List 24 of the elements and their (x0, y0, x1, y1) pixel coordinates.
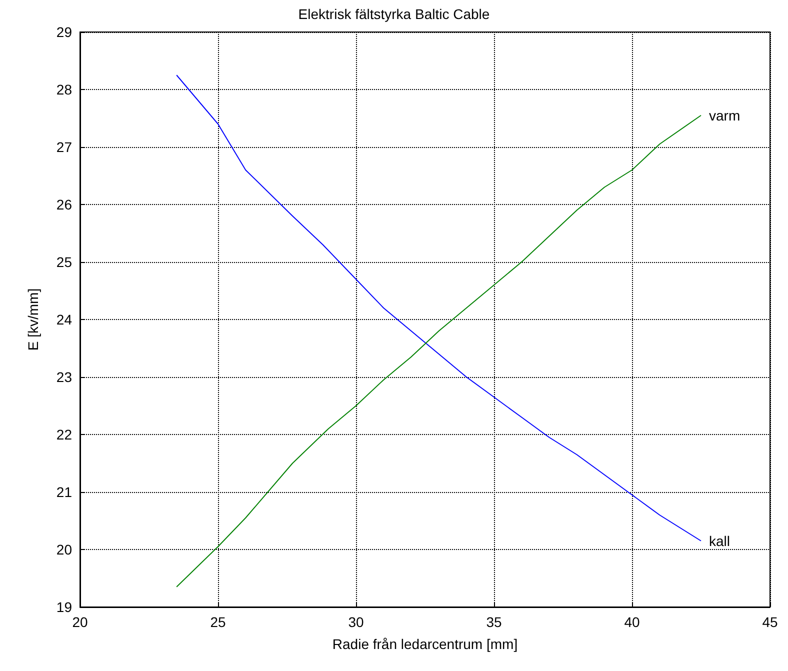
series-label: varm (709, 107, 740, 124)
y-tick-label: 24 (56, 312, 72, 328)
y-tick-label: 23 (56, 369, 72, 385)
y-tick-label: 29 (56, 24, 72, 40)
x-tick-label: 35 (486, 614, 502, 630)
x-tick-label: 40 (624, 614, 640, 630)
y-tick-label: 19 (56, 599, 72, 615)
y-tick-label: 20 (56, 542, 72, 558)
x-tick-label: 25 (210, 614, 226, 630)
y-tick-label: 27 (56, 139, 72, 155)
y-tick-label: 22 (56, 426, 72, 442)
line-series (176, 74, 702, 542)
y-tick-label: 25 (56, 254, 72, 270)
line-series (176, 114, 702, 588)
x-axis-title: Radie från ledarcentrum [mm] (332, 636, 518, 652)
y-tick-label: 26 (56, 196, 72, 212)
y-axis-title: E [kv/mm] (25, 288, 41, 351)
x-tick-label: 20 (72, 614, 88, 630)
x-tick-label: 30 (348, 614, 364, 630)
x-tick-label: 45 (762, 614, 778, 630)
chart-title: Elektrisk fältstyrka Baltic Cable (298, 6, 490, 22)
series-label: kall (709, 532, 730, 549)
y-tick-label: 21 (56, 484, 72, 500)
y-tick-label: 28 (56, 82, 72, 98)
